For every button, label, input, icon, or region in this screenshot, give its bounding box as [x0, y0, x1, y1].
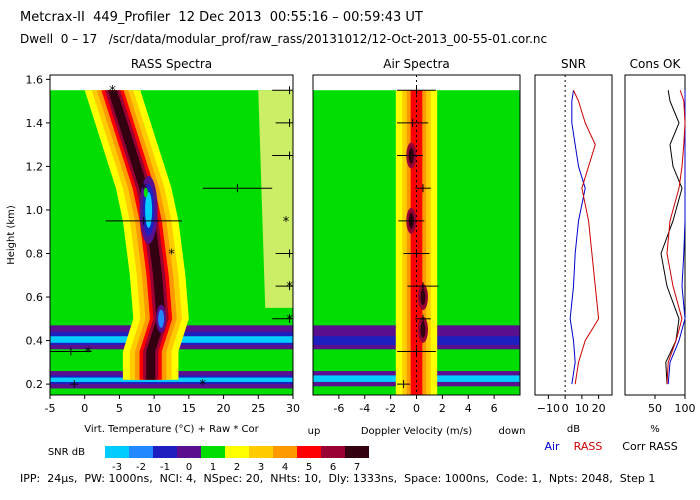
colorbar-tick-label: 4: [282, 462, 288, 473]
air-title: Air Spectra: [383, 57, 450, 71]
air-peak-core: [420, 289, 426, 306]
cons-x-tick-label: 100: [675, 402, 696, 415]
colorbar-title: SNR dB: [48, 447, 85, 458]
colorbar-swatch: [345, 446, 369, 458]
air-x-label: Doppler Velocity (m/s): [361, 426, 472, 437]
series-legend-rass: RASS: [574, 440, 603, 453]
rass-cor-point: *: [140, 182, 147, 197]
rass-x-tick-label: 15: [182, 402, 196, 415]
header-file-path: Dwell 0 – 17 /scr/data/modular_prof/raw_…: [20, 32, 548, 46]
colorbar-swatch: [129, 446, 153, 458]
y-tick-label: 1.4: [26, 117, 44, 130]
air-spectral-band: [410, 90, 423, 395]
colorbar-swatch: [273, 446, 297, 458]
colorbar-tick-label: 5: [306, 462, 312, 473]
rass-frame: [49, 74, 294, 396]
air-x-label-up: up: [308, 426, 321, 437]
series-legend-air: Air: [544, 440, 560, 453]
y-tick-label: 1.6: [26, 73, 44, 86]
air-peak-core: [420, 321, 426, 338]
y-tick-label: 0.2: [26, 378, 44, 391]
rass-x-tick-label: 20: [217, 402, 231, 415]
colorbar-swatch: [153, 446, 177, 458]
colorbar-swatch: [321, 446, 345, 458]
cons-x-label: %: [650, 424, 660, 435]
colorbar-swatch: [177, 446, 201, 458]
header-title: Metcrax-II 449_Profiler 12 Dec 2013 00:5…: [20, 10, 423, 25]
rass-x-tick-label: 5: [116, 402, 123, 415]
rass-title: RASS Spectra: [131, 57, 212, 71]
air-x-tick-label: 6: [491, 402, 498, 415]
rass-cor-point: *: [286, 280, 293, 295]
colorbar-swatch: [249, 446, 273, 458]
cons-x-tick-label: 50: [648, 402, 662, 415]
colorbar-tick-label: 3: [258, 462, 264, 473]
rass-peak-core: [143, 187, 148, 198]
colorbar-swatch: [225, 446, 249, 458]
colorbar-swatch: [105, 446, 129, 458]
rass-cor-point: *: [109, 84, 116, 99]
air-x-tick-label: -4: [359, 402, 370, 415]
series-legend-corr: Corr RASS: [622, 440, 677, 453]
snr-x-tick-label: 10: [575, 402, 589, 415]
colorbar-tick-label: 7: [354, 462, 360, 473]
rass-spectral-ridge: [104, 90, 169, 380]
snr-title: SNR: [561, 57, 586, 71]
colorbar-swatch: [297, 446, 321, 458]
cons-title: Cons OK: [630, 57, 682, 71]
rass-cor-point: *: [283, 215, 290, 230]
rass-x-tick-label: 25: [251, 402, 265, 415]
y-tick-label: 0.8: [26, 248, 44, 261]
air-x-tick-label: 2: [439, 402, 446, 415]
y-tick-label: 0.6: [26, 291, 44, 304]
colorbar-swatch: [201, 446, 225, 458]
air-x-label-down: down: [499, 426, 526, 437]
rass-x-tick-label: 10: [147, 402, 161, 415]
snr-x-tick-label: 20: [592, 402, 606, 415]
snr-series-line: [569, 90, 586, 385]
y-tick-label: 1.0: [26, 204, 44, 217]
snr-x-label: dB: [567, 424, 580, 435]
colorbar-tick-label: 0: [186, 462, 192, 473]
snr-series-line: [573, 90, 600, 385]
y-axis-label: Height (km): [6, 205, 17, 265]
colorbar-tick-label: -3: [112, 462, 122, 473]
rass-x-tick-label: -5: [45, 402, 56, 415]
colorbar-tick-label: -2: [136, 462, 146, 473]
colorbar-tick-label: 1: [210, 462, 216, 473]
rass-peak-core: [158, 309, 165, 328]
cons-series-line: [666, 90, 686, 385]
snr-x-tick-label: −10: [537, 402, 560, 415]
air-x-tick-label: -6: [333, 402, 344, 415]
colorbar-tick-label: 6: [330, 462, 336, 473]
rass-cor-point: *: [199, 378, 206, 393]
y-tick-label: 0.4: [26, 335, 44, 348]
air-x-tick-label: 0: [413, 402, 420, 415]
rass-x-label: Virt. Temperature (°C) + Raw * Cor: [84, 424, 259, 435]
colorbar-tick-label: -1: [160, 462, 170, 473]
y-tick-label: 1.2: [26, 160, 44, 173]
snr-x-tick-label: 0: [562, 402, 569, 415]
rass-x-tick-label: 30: [286, 402, 300, 415]
footer-parameters: IPP: 24μs, PW: 1000ns, NCI: 4, NSpec: 20…: [20, 472, 656, 485]
rass-x-tick-label: 0: [81, 402, 88, 415]
rass-cor-point: *: [168, 248, 175, 263]
rass-cor-point: *: [286, 313, 293, 328]
colorbar-tick-label: 2: [234, 462, 240, 473]
rass-cor-point: *: [85, 345, 92, 360]
rass-peak-core: [145, 191, 153, 228]
air-x-tick-label: 4: [465, 402, 472, 415]
air-x-tick-label: -2: [385, 402, 396, 415]
